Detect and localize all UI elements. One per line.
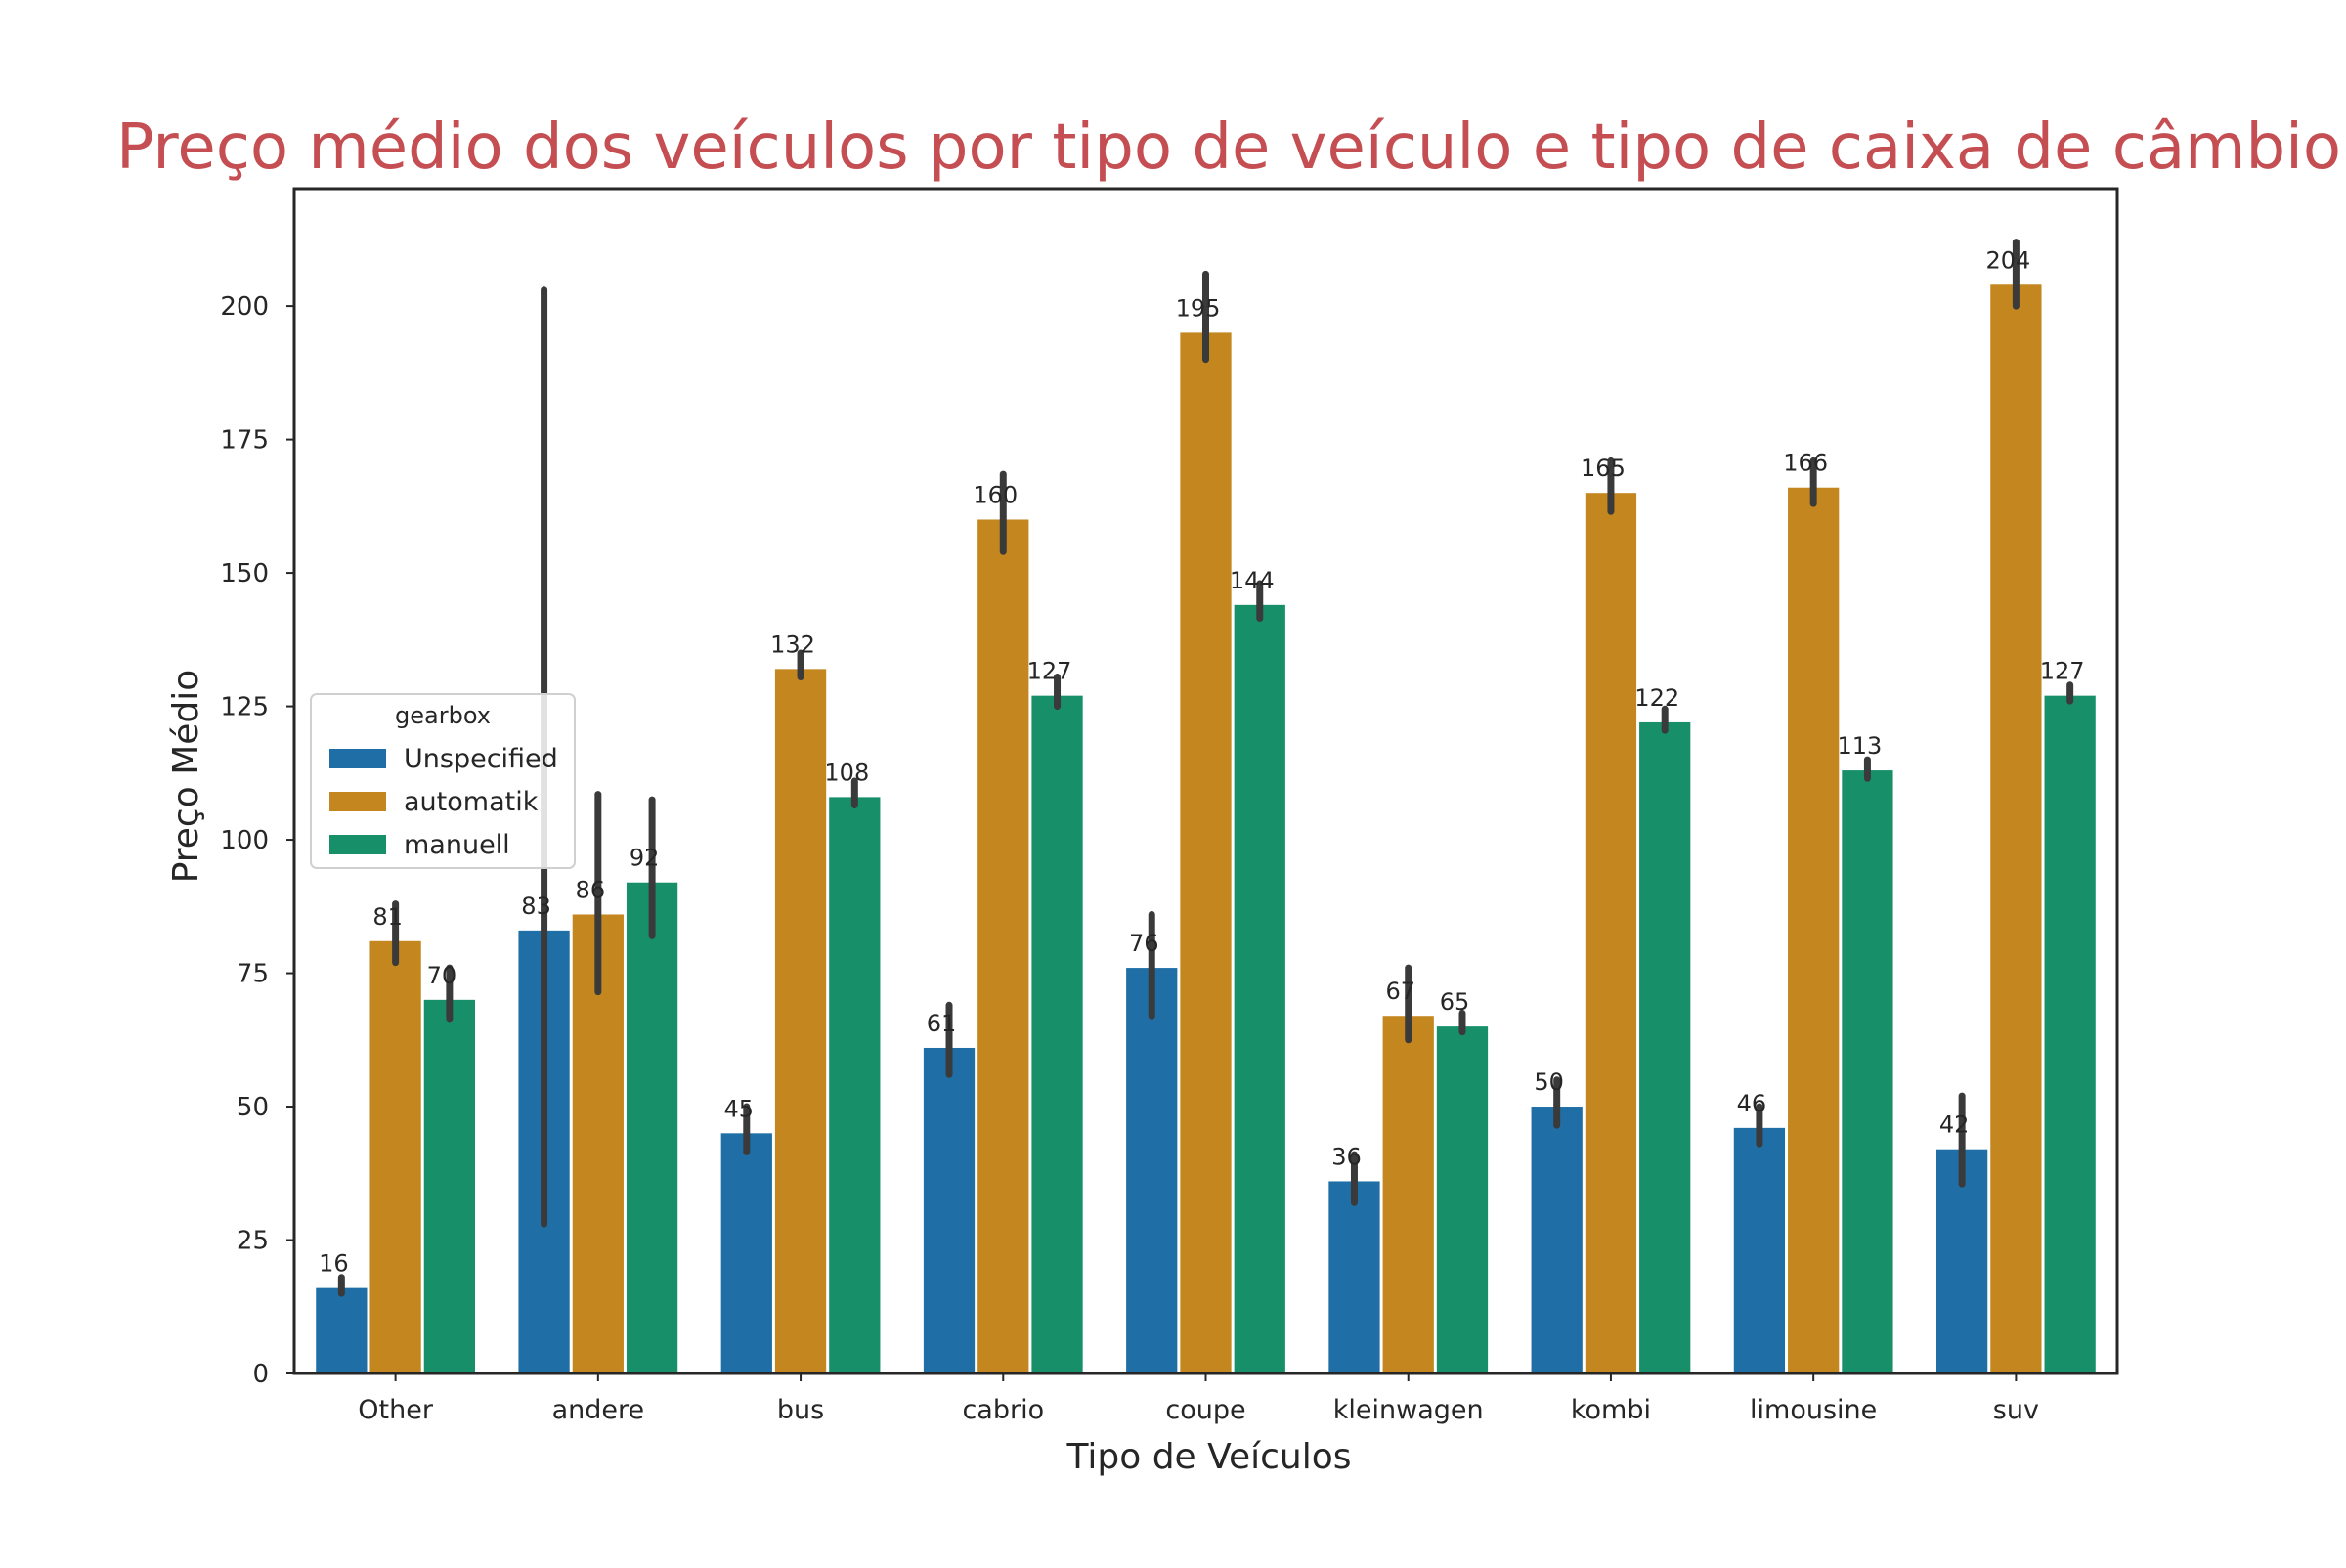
bar-value-label: 86 (576, 876, 606, 903)
bar-value-label: 50 (1534, 1068, 1564, 1096)
bar-value-label: 67 (1385, 978, 1415, 1005)
bar-value-label: 42 (1939, 1111, 1970, 1139)
chart-title: Preço médio dos veículos por tipo de veí… (116, 111, 2341, 184)
bar-value-label: 113 (1838, 732, 1883, 760)
bar-value-label: 166 (1783, 450, 1828, 477)
x-tick-label: bus (777, 1395, 824, 1425)
y-tick-label: 200 (220, 292, 269, 322)
bar-value-label: 65 (1440, 988, 1470, 1016)
bar-automatik-other (369, 940, 421, 1373)
x-tick-label: kombi (1571, 1395, 1651, 1425)
bar-unspecified-kombi (1531, 1107, 1583, 1373)
y-tick-label: 0 (252, 1360, 269, 1389)
legend: gearbox Unspecified automatik manuell (310, 693, 576, 869)
legend-swatch (329, 835, 386, 854)
y-tick-label: 75 (237, 960, 269, 989)
legend-label: automatik (404, 787, 539, 817)
y-tick-label: 175 (220, 426, 269, 456)
y-tick-label: 25 (237, 1227, 269, 1256)
bar-unspecified-cabrio (923, 1047, 976, 1373)
legend-swatch (329, 792, 386, 811)
bar-value-label: 70 (427, 962, 457, 989)
bar-unspecified-coupe (1126, 968, 1178, 1373)
bar-value-label: 76 (1129, 930, 1159, 957)
y-tick-label: 150 (220, 559, 269, 588)
bar-value-label: 127 (2040, 658, 2085, 685)
bar-value-label: 160 (973, 481, 1018, 508)
bar-unspecified-other (316, 1287, 368, 1373)
bar-value-label: 195 (1176, 294, 1221, 322)
legend-swatch (329, 749, 386, 768)
bar-value-label: 36 (1331, 1143, 1362, 1170)
y-tick-label: 100 (220, 826, 269, 855)
bar-value-label: 204 (1985, 246, 2030, 274)
bar-automatik-cabrio (978, 519, 1029, 1373)
legend-frame (310, 693, 576, 869)
legend-label: Unspecified (404, 744, 558, 774)
bar-value-label: 81 (372, 903, 403, 931)
bar-value-label: 122 (1634, 684, 1679, 712)
bar-unspecified-bus (720, 1133, 772, 1373)
x-tick-label: suv (1993, 1395, 2039, 1425)
bar-manuell-cabrio (1031, 695, 1083, 1373)
bar-value-label: 83 (521, 893, 551, 920)
bar-automatik-kleinwagen (1382, 1016, 1434, 1373)
bar-value-label: 16 (319, 1250, 349, 1278)
bar-manuell-bus (829, 797, 881, 1373)
bar-automatik-limousine (1788, 487, 1840, 1373)
bar-manuell-andere (626, 882, 678, 1373)
bar-manuell-suv (2044, 695, 2096, 1373)
bar-value-label: 144 (1230, 567, 1275, 594)
bar-value-label: 45 (724, 1095, 755, 1122)
bar-manuell-limousine (1842, 770, 1893, 1373)
bar-automatik-suv (1990, 284, 2042, 1373)
bar-manuell-other (423, 999, 475, 1373)
bar-automatik-kombi (1585, 493, 1637, 1373)
bar-automatik-coupe (1180, 332, 1232, 1373)
legend-title: gearbox (395, 702, 491, 729)
x-tick-label: limousine (1750, 1395, 1877, 1425)
bar-value-label: 46 (1737, 1090, 1767, 1117)
bar-automatik-bus (774, 669, 827, 1373)
bar-unspecified-kleinwagen (1328, 1181, 1380, 1373)
y-tick-label: 50 (237, 1093, 269, 1122)
bar-manuell-kombi (1639, 721, 1691, 1373)
plot-area: 0 25 50 75 100 125 150 175 200 16 83 45 61 76 36 50 46 42… (220, 187, 2119, 1425)
axes-frame (292, 187, 2119, 1375)
x-tick-label: kleinwagen (1333, 1395, 1484, 1425)
bar-value-label: 127 (1027, 658, 1072, 685)
y-axis-label: Preço Médio (166, 670, 206, 884)
bar-value-label: 61 (927, 1010, 957, 1037)
bar-manuell-coupe (1234, 604, 1285, 1373)
bar-value-label: 92 (630, 845, 660, 872)
bar-value-label: 132 (770, 631, 815, 658)
bar-value-label: 165 (1581, 455, 1626, 482)
legend-label: manuell (404, 830, 510, 860)
bar-manuell-kleinwagen (1436, 1026, 1489, 1373)
y-tick-label: 125 (220, 693, 269, 722)
x-tick-label: Other (358, 1395, 434, 1425)
x-tick-label: andere (552, 1395, 645, 1425)
bar-unspecified-limousine (1733, 1127, 1786, 1373)
x-axis-label: Tipo de Veículos (1065, 1437, 1351, 1477)
x-tick-label: coupe (1165, 1395, 1245, 1425)
bar-value-label: 108 (824, 759, 869, 786)
x-tick-label: cabrio (962, 1395, 1044, 1425)
